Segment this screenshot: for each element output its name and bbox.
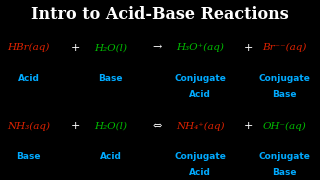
Text: H₂O(l): H₂O(l) bbox=[94, 122, 127, 130]
Text: OH⁻(aq): OH⁻(aq) bbox=[263, 122, 307, 130]
Text: Acid: Acid bbox=[189, 90, 211, 99]
Text: +: + bbox=[70, 43, 80, 53]
Text: +: + bbox=[70, 121, 80, 131]
Text: HBr(aq): HBr(aq) bbox=[8, 43, 50, 52]
Text: Conjugate: Conjugate bbox=[259, 74, 311, 83]
Text: →: → bbox=[152, 43, 162, 53]
Text: NH₃(aq): NH₃(aq) bbox=[7, 122, 50, 130]
Text: Conjugate: Conjugate bbox=[259, 152, 311, 161]
Text: +: + bbox=[243, 121, 253, 131]
Text: Base: Base bbox=[273, 168, 297, 177]
Text: Conjugate: Conjugate bbox=[174, 152, 226, 161]
Text: H₂O(l): H₂O(l) bbox=[94, 43, 127, 52]
Text: Base: Base bbox=[98, 74, 123, 83]
Text: Acid: Acid bbox=[18, 74, 40, 83]
Text: H₃O⁺(aq): H₃O⁺(aq) bbox=[176, 43, 224, 52]
Text: Intro to Acid-Base Reactions: Intro to Acid-Base Reactions bbox=[31, 6, 289, 23]
Text: Br⁻⁻(aq): Br⁻⁻(aq) bbox=[263, 43, 307, 52]
Text: +: + bbox=[243, 43, 253, 53]
Text: Base: Base bbox=[17, 152, 41, 161]
Text: Acid: Acid bbox=[189, 168, 211, 177]
Text: NH₄⁺(aq): NH₄⁺(aq) bbox=[176, 122, 224, 130]
Text: ⇔: ⇔ bbox=[152, 121, 162, 131]
Text: Base: Base bbox=[273, 90, 297, 99]
Text: Conjugate: Conjugate bbox=[174, 74, 226, 83]
Text: Acid: Acid bbox=[100, 152, 121, 161]
